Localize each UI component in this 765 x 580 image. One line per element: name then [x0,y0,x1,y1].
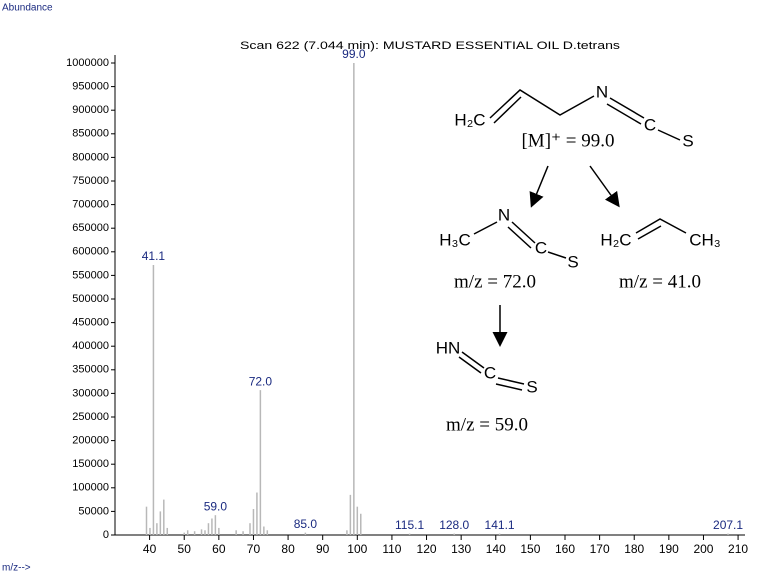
y-tick-label: 250000 [72,411,109,423]
atom: S [567,252,578,271]
x-tick-label: 120 [417,542,437,556]
y-axis-label: Abundance [2,3,53,14]
x-tick-label: 190 [659,542,679,556]
x-tick-label: 80 [281,542,295,556]
y-tick-label: 100000 [72,482,109,494]
atom: C [484,363,496,382]
ion-label: [M]⁺ = 99.0 [521,130,614,151]
y-tick-label: 300000 [72,387,109,399]
y-tick-label: 850000 [72,128,109,140]
x-tick-label: 130 [451,542,471,556]
atom: N [498,205,510,224]
y-tick-label: 400000 [72,340,109,352]
x-tick-label: 110 [382,542,401,556]
atom: S [682,131,693,150]
arrow [589,165,620,208]
y-tick-label: 150000 [72,458,109,470]
y-tick-label: 800000 [72,151,109,163]
y-tick-label: 200000 [72,435,109,447]
ion-label: m/z = 59.0 [446,414,528,435]
x-tick-label: 170 [590,542,610,556]
x-tick-label: 140 [486,542,506,556]
atom: S [526,377,537,396]
x-tick-label: 100 [347,542,367,556]
x-tick-label: 160 [555,542,575,556]
y-tick-label: 900000 [72,104,109,116]
y-tick-label: 950000 [72,81,109,93]
x-axis-label: m/z--> [2,563,31,574]
peak-label: 207.1 [713,518,743,532]
peak-label: 72.0 [249,374,273,388]
structure [473,221,567,259]
peak-label: 85.0 [294,517,318,531]
arrow [529,165,549,208]
x-tick-label: 70 [247,542,261,556]
structure [489,89,681,141]
y-tick-label: 500000 [72,293,109,305]
x-tick-label: 90 [316,542,330,556]
y-tick-label: 450000 [72,317,109,329]
x-tick-label: 180 [624,542,644,556]
peak-label: 59.0 [204,499,228,513]
x-tick-label: 210 [728,542,748,556]
atom: H₂C [454,110,485,129]
y-tick-label: 600000 [72,246,109,258]
structure [458,351,525,391]
y-tick-label: 1000000 [66,57,109,69]
y-tick-label: 0 [103,529,109,541]
atom: H₃C [439,230,470,249]
chart-title: Scan 622 (7.044 min): MUSTARD ESSENTIAL … [240,40,621,52]
atom: H₂C [600,230,631,249]
peak-label: 41.1 [142,249,166,263]
atom: C [535,238,547,257]
atom: C [644,115,656,134]
x-tick-label: 60 [212,542,226,556]
ion-label: m/z = 72.0 [454,271,536,292]
peak-label: 128.0 [439,518,469,532]
y-tick-label: 350000 [72,364,109,376]
x-tick-label: 50 [178,542,192,556]
x-tick-label: 150 [520,542,540,556]
ion-label: m/z = 41.0 [619,271,701,292]
y-tick-label: 550000 [72,269,109,281]
x-tick-label: 200 [693,542,713,556]
y-tick-label: 750000 [72,175,109,187]
y-tick-label: 700000 [72,199,109,211]
x-tick-label: 40 [143,542,157,556]
atom: N [596,82,608,101]
peak-label: 99.0 [342,47,366,61]
structure [635,218,687,240]
peak-label: 115.1 [395,518,424,532]
peak-label: 141.1 [485,518,515,532]
atom: CH₃ [689,230,720,249]
y-tick-label: 50000 [78,505,109,517]
atom: HN [436,338,461,357]
y-tick-label: 650000 [72,222,109,234]
